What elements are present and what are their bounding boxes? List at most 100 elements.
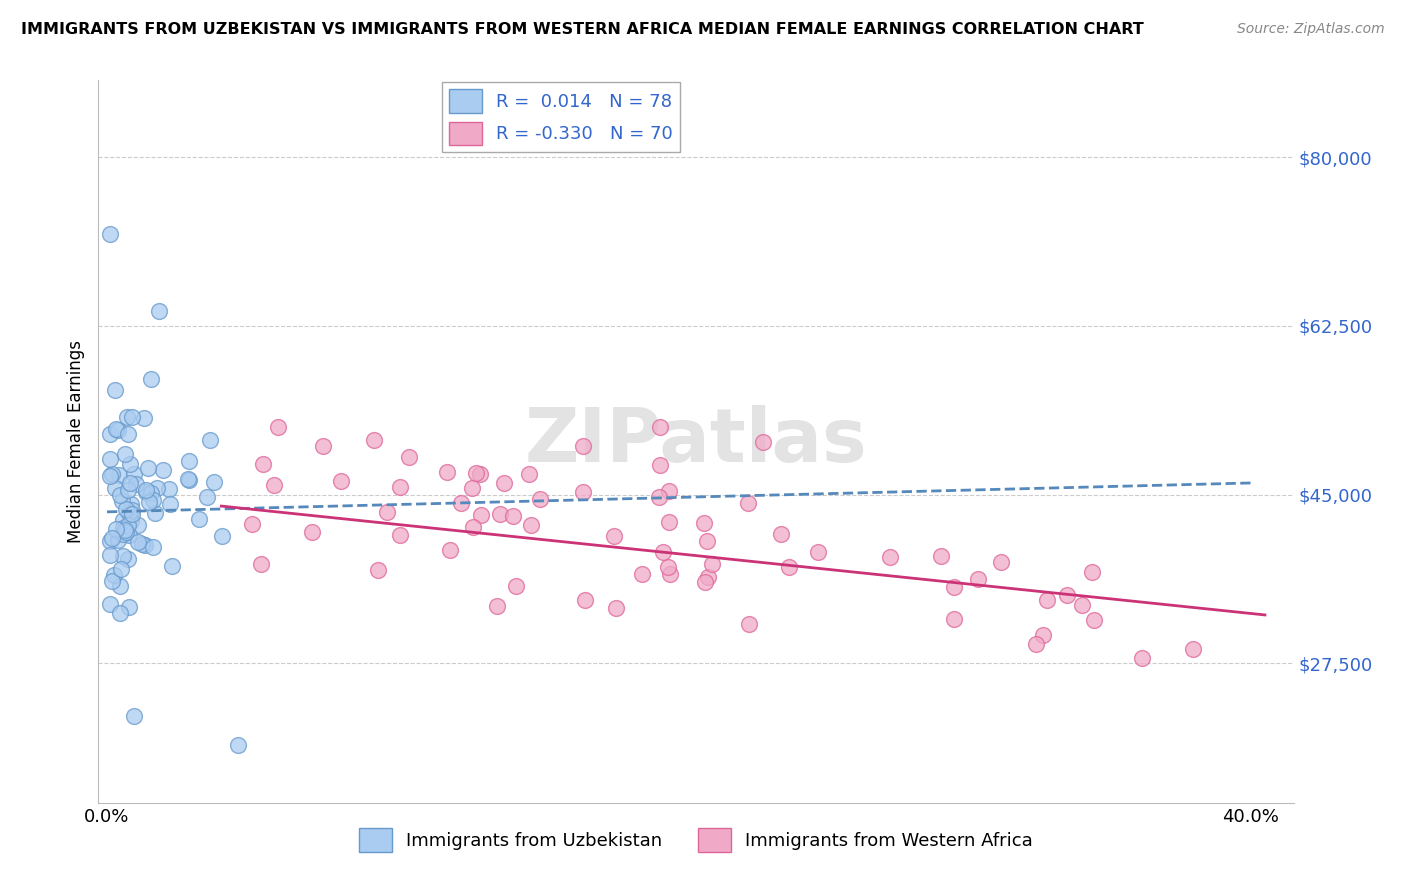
Point xyxy=(139,372,162,386)
Legend: Immigrants from Uzbekistan, Immigrants from Western Africa: Immigrants from Uzbekistan, Immigrants f… xyxy=(352,822,1040,859)
Point xyxy=(312,439,335,453)
Point xyxy=(439,543,461,558)
Point xyxy=(502,508,524,523)
Point xyxy=(104,383,127,397)
Point xyxy=(659,566,682,581)
Point xyxy=(146,482,169,496)
Point xyxy=(117,506,139,520)
Point xyxy=(461,520,484,534)
Point xyxy=(658,483,681,498)
Point xyxy=(115,525,138,540)
Point xyxy=(738,616,761,631)
Point xyxy=(990,555,1012,569)
Point xyxy=(114,524,136,538)
Point xyxy=(177,472,200,486)
Point xyxy=(648,490,671,504)
Point xyxy=(470,508,492,523)
Point xyxy=(112,513,135,527)
Point xyxy=(121,503,143,517)
Point xyxy=(650,458,672,472)
Point xyxy=(263,478,285,492)
Point xyxy=(572,484,595,499)
Point xyxy=(529,491,551,506)
Point xyxy=(436,465,458,479)
Point xyxy=(697,569,720,583)
Point xyxy=(252,457,274,471)
Point xyxy=(134,538,156,552)
Point xyxy=(127,518,149,533)
Point xyxy=(450,496,472,510)
Point xyxy=(267,420,290,434)
Point xyxy=(107,423,129,437)
Point xyxy=(135,484,157,499)
Point xyxy=(148,304,170,318)
Point xyxy=(489,507,512,521)
Point xyxy=(603,529,626,543)
Point xyxy=(152,463,174,477)
Point xyxy=(104,481,127,495)
Point xyxy=(111,494,134,508)
Point xyxy=(98,548,121,562)
Point xyxy=(105,522,128,536)
Point xyxy=(574,593,596,607)
Point xyxy=(98,534,121,549)
Point xyxy=(943,612,966,626)
Point xyxy=(101,574,124,588)
Point xyxy=(211,529,233,543)
Point xyxy=(187,512,209,526)
Point xyxy=(651,545,673,559)
Point xyxy=(120,514,142,528)
Point xyxy=(114,447,136,461)
Point xyxy=(1056,588,1078,602)
Point xyxy=(520,518,543,533)
Point xyxy=(111,521,134,535)
Point xyxy=(249,557,271,571)
Point xyxy=(778,559,800,574)
Point xyxy=(125,476,148,491)
Point xyxy=(117,551,139,566)
Point xyxy=(136,461,159,475)
Point xyxy=(485,599,508,614)
Point xyxy=(375,505,398,519)
Point xyxy=(131,537,153,551)
Point xyxy=(693,516,716,530)
Y-axis label: Median Female Earnings: Median Female Earnings xyxy=(66,340,84,543)
Point xyxy=(104,422,127,436)
Point xyxy=(132,411,155,425)
Point xyxy=(879,549,901,564)
Point xyxy=(967,572,990,586)
Point xyxy=(114,501,136,516)
Point xyxy=(195,490,218,504)
Point xyxy=(461,481,484,495)
Point xyxy=(388,480,411,494)
Point xyxy=(98,451,121,466)
Point xyxy=(138,495,160,509)
Point xyxy=(807,545,830,559)
Point xyxy=(107,468,129,483)
Point xyxy=(142,540,165,554)
Point xyxy=(505,579,527,593)
Point xyxy=(631,566,654,581)
Point xyxy=(1083,613,1105,627)
Point xyxy=(1032,627,1054,641)
Text: Source: ZipAtlas.com: Source: ZipAtlas.com xyxy=(1237,22,1385,37)
Point xyxy=(179,454,201,468)
Point xyxy=(98,469,121,483)
Point xyxy=(159,482,181,496)
Point xyxy=(108,606,131,620)
Point xyxy=(693,574,716,589)
Point xyxy=(98,597,121,611)
Point xyxy=(1080,565,1102,579)
Point xyxy=(363,433,385,447)
Point xyxy=(1182,641,1205,656)
Point xyxy=(700,557,723,571)
Point xyxy=(98,426,121,441)
Point xyxy=(101,531,124,545)
Point xyxy=(127,535,149,549)
Point xyxy=(124,467,146,481)
Point xyxy=(1071,598,1094,612)
Point xyxy=(769,527,792,541)
Point xyxy=(301,525,323,540)
Point xyxy=(117,517,139,532)
Point xyxy=(468,467,491,482)
